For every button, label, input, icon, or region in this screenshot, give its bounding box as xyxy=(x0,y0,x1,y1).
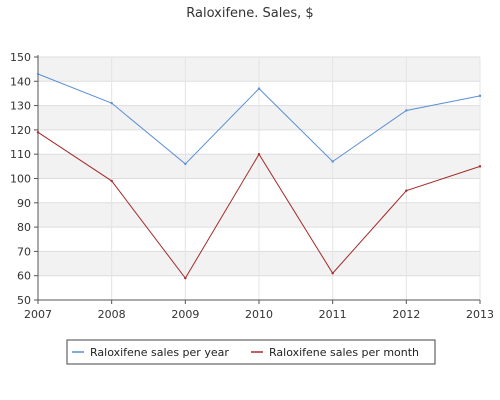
legend-label: Raloxifene sales per year xyxy=(90,346,229,359)
y-tick-label: 130 xyxy=(10,100,31,113)
data-point xyxy=(331,160,334,163)
data-point xyxy=(331,272,334,275)
y-tick-label: 90 xyxy=(17,197,31,210)
legend-label: Raloxifene sales per month xyxy=(269,346,419,359)
data-point xyxy=(184,162,187,166)
data-point xyxy=(478,94,482,98)
y-tick-label: 60 xyxy=(17,270,31,283)
data-point xyxy=(405,189,408,192)
y-tick-label: 80 xyxy=(17,221,31,234)
x-tick-label: 2010 xyxy=(245,308,273,321)
x-axis-ticks: 2007 2008 2009 2010 2011 2012 2013 xyxy=(24,300,494,321)
x-tick-label: 2011 xyxy=(319,308,347,321)
data-series xyxy=(36,72,482,280)
x-tick-label: 2013 xyxy=(466,308,494,321)
y-tick-label: 100 xyxy=(10,173,31,186)
data-point xyxy=(110,179,113,183)
y-tick-label: 110 xyxy=(10,148,31,161)
data-point xyxy=(405,109,408,112)
data-point xyxy=(36,72,40,76)
y-tick-label: 70 xyxy=(17,245,31,258)
x-tick-label: 2007 xyxy=(24,308,52,321)
x-tick-label: 2009 xyxy=(171,308,199,321)
y-tick-label: 150 xyxy=(10,51,31,64)
data-point xyxy=(257,87,261,90)
y-tick-label: 120 xyxy=(10,124,31,137)
x-tick-label: 2008 xyxy=(98,308,126,321)
y-tick-label: 140 xyxy=(10,75,31,88)
y-tick-label: 50 xyxy=(17,294,31,307)
data-point xyxy=(257,153,261,156)
data-point xyxy=(184,276,187,280)
x-tick-label: 2012 xyxy=(392,308,420,321)
data-point xyxy=(478,165,482,168)
y-axis-ticks: 50 60 70 80 90 100 110 120 130 140 150 xyxy=(10,51,38,307)
data-point xyxy=(110,101,113,105)
legend: Raloxifene sales per year Raloxifene sale… xyxy=(66,339,436,365)
chart-title: Raloxifene. Sales, $ xyxy=(186,6,313,21)
data-point xyxy=(36,131,40,134)
